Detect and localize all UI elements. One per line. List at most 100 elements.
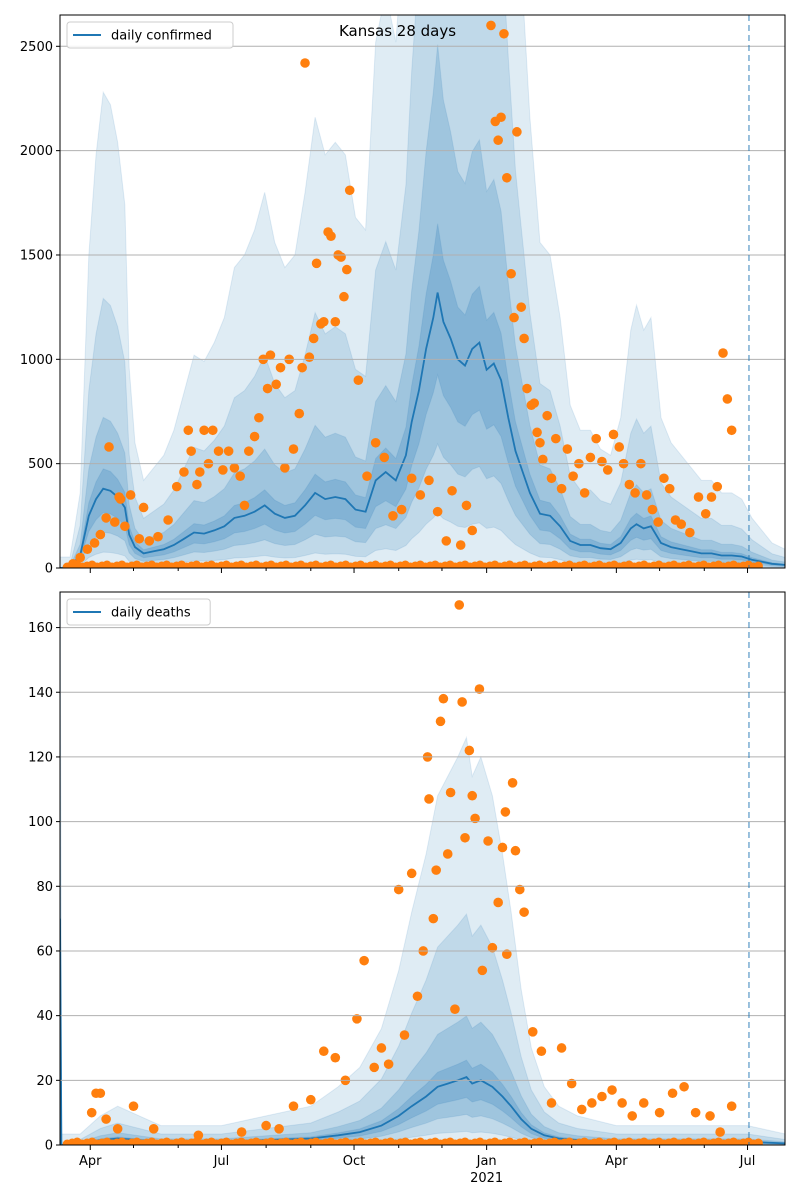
data-point xyxy=(617,1098,627,1108)
data-point xyxy=(519,333,529,344)
chart-title: Kansas 28 days xyxy=(339,22,456,40)
data-point xyxy=(507,778,518,788)
data-point xyxy=(607,1085,617,1095)
data-point xyxy=(630,488,640,498)
data-point xyxy=(454,600,465,610)
data-point xyxy=(614,442,625,452)
data-point xyxy=(370,437,381,448)
data-point xyxy=(304,352,315,363)
data-point xyxy=(311,258,322,269)
data-point xyxy=(753,561,763,568)
data-point xyxy=(218,465,228,475)
legend-box xyxy=(66,598,211,626)
data-point xyxy=(667,1088,678,1099)
data-point xyxy=(679,1081,689,1092)
y-tick-label: 60 xyxy=(36,944,53,959)
legend: daily deaths xyxy=(66,598,211,626)
data-point xyxy=(294,408,305,419)
data-point xyxy=(115,494,126,504)
series-line xyxy=(60,292,785,568)
uncertainty-band xyxy=(60,862,785,1145)
data-point xyxy=(506,268,516,279)
data-point xyxy=(163,515,173,525)
data-point xyxy=(95,1088,106,1099)
data-point xyxy=(753,1138,763,1145)
uncertainty-band xyxy=(60,15,785,568)
data-point xyxy=(562,444,573,454)
data-point xyxy=(585,452,596,463)
data-point xyxy=(383,1059,394,1069)
data-point xyxy=(556,1043,567,1053)
data-point xyxy=(412,991,423,1002)
data-point xyxy=(125,490,136,500)
data-point xyxy=(199,425,209,436)
data-point xyxy=(144,536,155,546)
data-point xyxy=(109,517,120,527)
data-point xyxy=(467,525,478,536)
data-point xyxy=(342,264,352,275)
legend-label: daily deaths xyxy=(111,606,191,621)
x-tick-label: Apr xyxy=(605,1154,628,1169)
data-point xyxy=(280,463,290,473)
data-point xyxy=(542,410,552,421)
data-point xyxy=(239,500,250,511)
data-point xyxy=(726,1101,737,1111)
data-point xyxy=(499,28,509,39)
data-point xyxy=(705,1111,715,1121)
data-point xyxy=(474,684,485,694)
data-point xyxy=(664,483,675,494)
data-point xyxy=(261,1120,271,1131)
data-point xyxy=(120,521,130,532)
data-point xyxy=(700,508,711,519)
data-point xyxy=(500,807,511,817)
data-point xyxy=(330,1052,341,1063)
data-point xyxy=(514,884,525,895)
data-point xyxy=(497,842,508,853)
data-point xyxy=(75,552,85,563)
data-point xyxy=(591,433,601,444)
data-point xyxy=(493,135,503,146)
data-point xyxy=(318,316,329,327)
y-tick-label: 0 xyxy=(45,562,53,577)
data-point xyxy=(608,429,619,440)
data-point xyxy=(624,479,635,490)
y-tick-label: 100 xyxy=(28,815,53,830)
data-point xyxy=(101,1114,111,1124)
axes-frame xyxy=(59,591,786,1146)
data-point xyxy=(722,394,733,404)
data-point xyxy=(516,302,527,312)
data-point xyxy=(659,473,669,484)
data-point xyxy=(415,490,426,500)
y-tick-label: 160 xyxy=(28,621,53,636)
data-point xyxy=(502,172,512,183)
data-point xyxy=(104,442,114,452)
data-point xyxy=(352,1014,362,1024)
data-point xyxy=(510,845,521,856)
data-point xyxy=(522,383,532,394)
data-point xyxy=(406,868,417,879)
data-point xyxy=(486,20,496,31)
data-point xyxy=(546,1098,557,1108)
data-point xyxy=(519,907,529,917)
data-point xyxy=(718,348,728,358)
data-point xyxy=(229,463,240,473)
data-point xyxy=(493,897,503,908)
data-point xyxy=(638,1098,649,1108)
legend: daily confirmed xyxy=(66,21,234,49)
data-point xyxy=(551,433,561,444)
data-point xyxy=(148,1124,159,1134)
data-point xyxy=(171,481,182,492)
data-point xyxy=(464,745,475,756)
data-point xyxy=(275,362,286,373)
data-point xyxy=(597,456,607,467)
data-point xyxy=(566,1078,577,1089)
uncertainty-band xyxy=(60,44,785,568)
data-point xyxy=(653,517,663,527)
data-point xyxy=(726,425,737,436)
y-tick-label: 0 xyxy=(45,1139,53,1154)
data-point xyxy=(297,362,307,373)
data-point xyxy=(597,1091,607,1102)
data-point xyxy=(685,527,695,538)
data-point xyxy=(339,291,349,302)
data-point xyxy=(288,1101,299,1111)
